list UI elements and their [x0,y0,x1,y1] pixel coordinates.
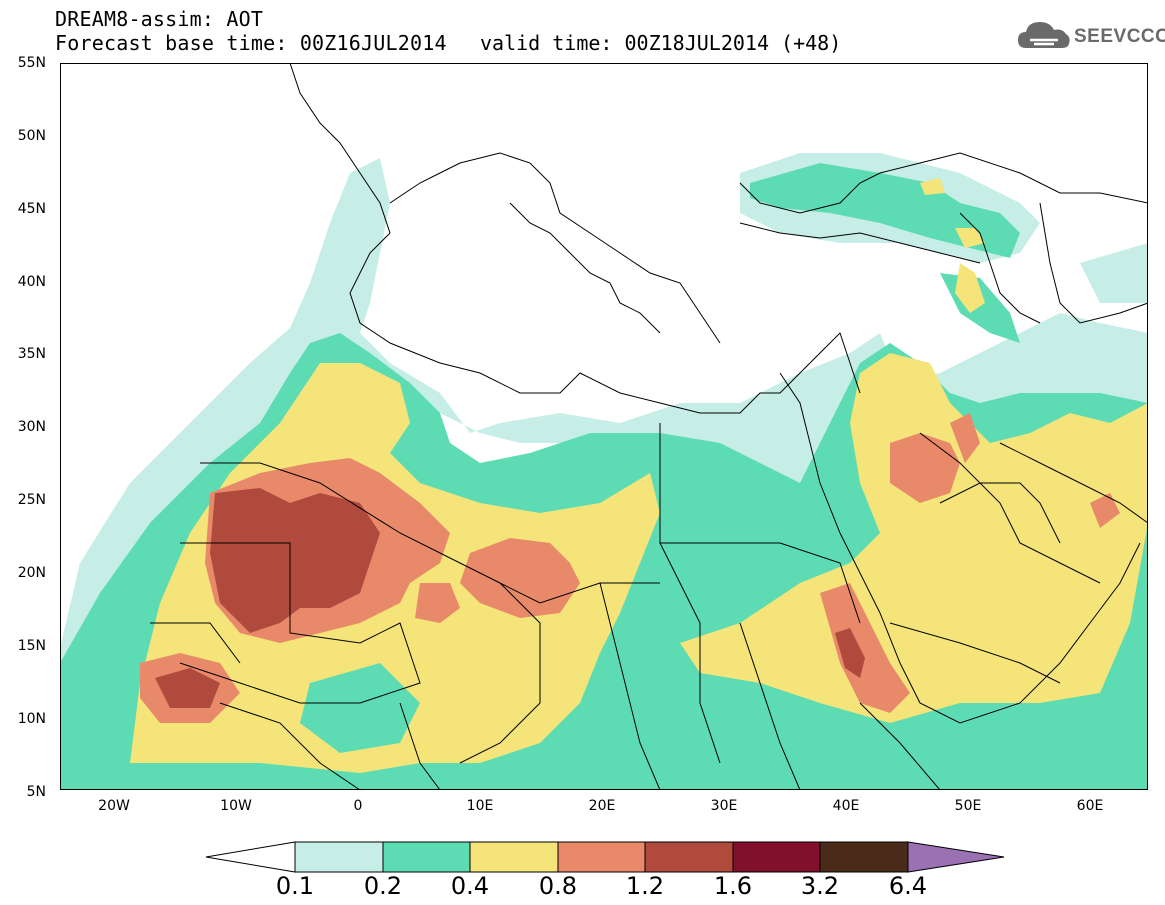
legend-label: 3.2 [800,872,840,900]
lat-label-20n: 20N [17,565,46,581]
legend-segment-3.2-6.4 [819,841,909,873]
lat-label-35n: 35N [17,346,46,362]
lat-label-45n: 45N [17,201,46,217]
legend-segment-1.6-3.2 [732,841,821,873]
aot-1.2-1.6-field [155,488,865,708]
forecast-base-time: Forecast base time: 00Z16JUL2014 [55,31,447,55]
legend-label: 0.2 [363,872,403,900]
lon-label-10e: 10E [466,798,494,814]
lon-label-40e: 40E [832,798,860,814]
legend-segment-0.8-1.2 [557,841,646,873]
legend-segment-1.2-1.6 [644,841,734,873]
legend-label: 0.8 [538,872,578,900]
logo-text: SEEVCCC [1074,26,1165,47]
valid-time: valid time: 00Z18JUL2014 (+48) [480,31,842,55]
lon-label-30e: 30E [710,798,738,814]
lon-label-20w: 20W [98,798,130,814]
lat-label-55n: 55N [17,55,46,71]
lat-label-5n: 5N [26,784,46,800]
seevccc-logo: SEEVCCC [1016,18,1165,58]
legend-segment-above [907,841,1005,873]
legend-label: 0.1 [275,872,315,900]
country-borders [150,63,1148,790]
cloud-icon [1018,22,1070,48]
legend-label: 1.6 [713,872,753,900]
lat-label-50n: 50N [17,128,46,144]
lat-label-10n: 10N [17,711,46,727]
lat-label-30n: 30N [17,419,46,435]
map-title: DREAM8-assim: AOT [55,7,264,31]
legend-segment-below [205,841,296,873]
lon-label-50e: 50E [954,798,982,814]
lat-label-15n: 15N [17,638,46,654]
lon-label-0: 0 [353,798,363,814]
lat-label-40n: 40N [17,274,46,290]
lon-label-60e: 60E [1076,798,1104,814]
legend-label: 6.4 [888,872,928,900]
lon-label-20e: 20E [588,798,616,814]
legend-label: 0.4 [450,872,490,900]
aot-0.4-0.8-field [130,178,1148,773]
legend-segment-0.4-0.8 [469,841,559,873]
aot-map [60,63,1148,790]
legend-segment-0.1-0.2 [294,841,384,873]
lat-label-25n: 25N [17,492,46,508]
legend-label: 1.2 [625,872,665,900]
lon-label-10w: 10W [220,798,252,814]
aot-legend-bar [205,841,1005,873]
legend-segment-0.2-0.4 [382,841,471,873]
